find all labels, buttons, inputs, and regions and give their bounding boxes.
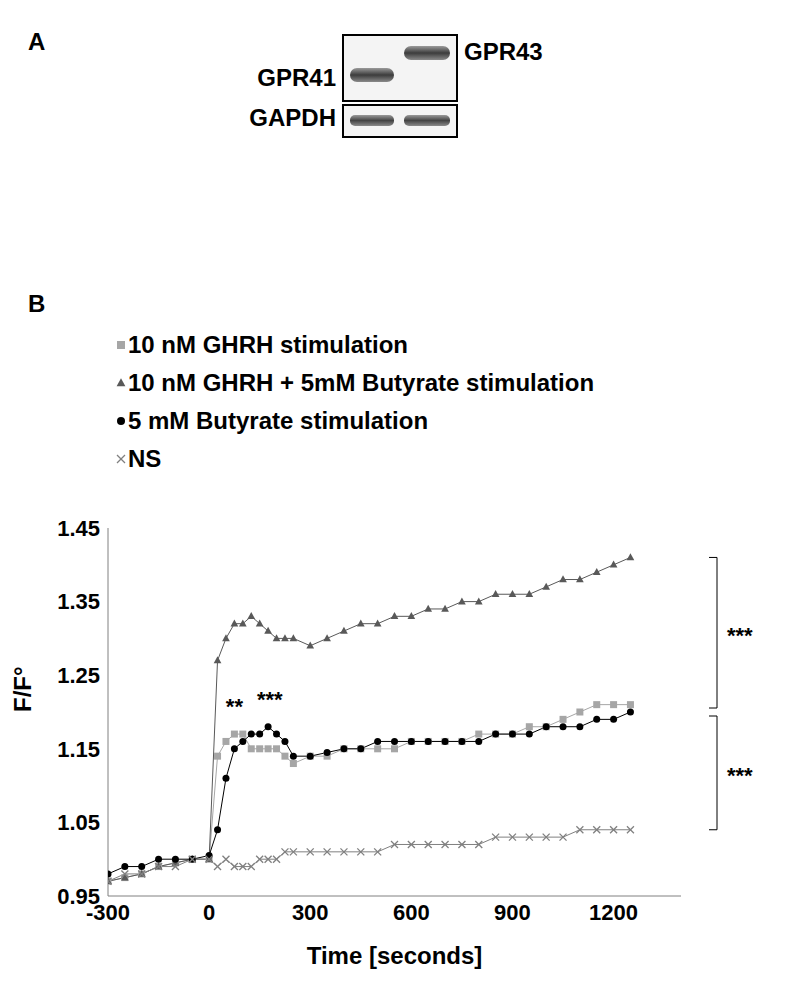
html-text:GPR43: GPR43 — [464, 38, 543, 65]
svg-text:1.25: 1.25 — [57, 663, 100, 688]
html-text:GPR41: GPR41 — [257, 64, 336, 91]
svg-text:1.15: 1.15 — [57, 737, 100, 762]
html-text:B: B — [28, 290, 46, 317]
svg-text:1.45: 1.45 — [57, 516, 100, 541]
svg-text:1200: 1200 — [589, 900, 638, 925]
html-text:5 mM Butyrate stimulation: 5 mM Butyrate stimulation — [128, 407, 428, 434]
svg-text:1.35: 1.35 — [57, 589, 100, 614]
svg-text:600: 600 — [393, 900, 430, 925]
svg-text:***: *** — [727, 763, 753, 788]
svg-text:1.05: 1.05 — [57, 810, 100, 835]
svg-text:***: *** — [727, 623, 753, 648]
html-text:10 nM GHRH stimulation: 10 nM GHRH stimulation — [128, 331, 408, 358]
svg-text:**: ** — [226, 694, 244, 719]
svg-text:***: *** — [257, 687, 283, 712]
svg-text:300: 300 — [292, 900, 329, 925]
svg-text:F/F°: F/F° — [9, 666, 36, 712]
html-text:10 nM GHRH + 5mM Butyrate stim: 10 nM GHRH + 5mM Butyrate stimulation — [128, 369, 595, 396]
svg-text:900: 900 — [494, 900, 531, 925]
svg-text:-300: -300 — [86, 899, 130, 925]
html-text:A: A — [28, 28, 46, 55]
svg-text:0.95: 0.95 — [57, 884, 100, 909]
html-text:GAPDH: GAPDH — [249, 104, 336, 131]
svg-text:Time [seconds]: Time [seconds] — [307, 942, 483, 969]
svg-text:0: 0 — [203, 900, 215, 925]
html-text:NS: NS — [128, 445, 162, 472]
